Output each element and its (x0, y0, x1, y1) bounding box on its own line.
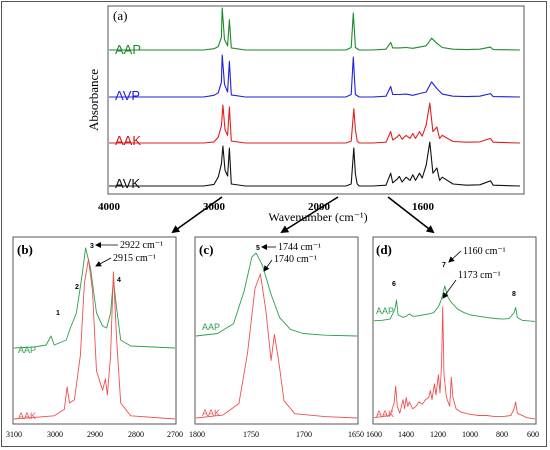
panel-b-series-group (13, 247, 176, 420)
tick-b-3000: 3000 (47, 430, 63, 439)
tick-a-4000: 4000 (98, 201, 121, 213)
tick-c-1800: 1800 (189, 430, 205, 439)
panel-c-spectrum-aak (195, 273, 358, 419)
peak-marker-4: 4 (117, 277, 121, 284)
panel-d-arrow-2 (442, 279, 457, 299)
panel-d-label: (d) (376, 242, 392, 257)
panel-b-label: (b) (17, 242, 33, 257)
panel-d-ticks: 1600 1400 1200 1000 800 600 (366, 430, 539, 439)
panel-c-spectrum-aap (195, 252, 358, 337)
panel-d-arrow-1 (448, 250, 462, 263)
y-axis-label: Absorbance (86, 69, 101, 131)
tick-a-3000: 3000 (203, 201, 226, 213)
panel-b-arrow-2 (95, 257, 112, 267)
peak-marker-3: 3 (90, 243, 94, 250)
tick-a-2000: 2000 (308, 201, 331, 213)
legend-aak: AAK (115, 133, 141, 148)
panel-d-spectrum-aak (373, 306, 536, 420)
panel-d-annotation-1173: 1173 cm⁻¹ (458, 270, 501, 281)
tick-d-800: 800 (496, 430, 508, 439)
zoom-arrows (171, 196, 435, 234)
panel-a-label: (a) (113, 8, 127, 23)
panel-d-aak-label: AAK (376, 409, 394, 419)
panel-c-aap-label: AAP (202, 322, 220, 332)
panel-c-arrow-2 (263, 259, 273, 272)
tick-c-1750: 1750 (243, 430, 259, 439)
peak-marker-6: 6 (392, 281, 396, 288)
peak-marker-5: 5 (256, 245, 260, 252)
panel-b-annotation-2915: 2915 cm⁻¹ (113, 253, 156, 264)
arrow-to-panel-b (171, 196, 223, 234)
panel-d: (d) AAP AAK 6 7 8 1160 cm⁻¹ 1173 cm⁻¹ 16… (366, 236, 539, 439)
tick-c-1650: 1650 (348, 430, 364, 439)
panel-b-frame (12, 236, 177, 425)
panel-c-frame (194, 236, 359, 425)
peak-marker-1: 1 (56, 310, 60, 317)
arrow-to-panel-c (280, 196, 339, 234)
legend-avk: AVK (115, 176, 140, 191)
panel-d-frame (372, 236, 537, 425)
legend-aap: AAP (115, 42, 141, 57)
tick-b-2800: 2800 (128, 430, 144, 439)
spectrum-avk (109, 141, 521, 187)
panel-c-label: (c) (199, 242, 213, 257)
panel-c-aak-label: AAK (202, 408, 220, 418)
tick-a-1600: 1600 (412, 201, 435, 213)
panel-d-aap-label: AAP (376, 306, 394, 316)
panel-c: (c) AAP AAK 5 1744 cm⁻¹ 1740 cm⁻¹ 1800 1… (189, 236, 364, 439)
panel-b-annotation-2922: 2922 cm⁻¹ (120, 240, 163, 251)
panel-c-ticks: 1800 1750 1700 1650 (189, 430, 364, 439)
panel-d-series-group (373, 285, 536, 420)
tick-b-3100: 3100 (6, 430, 22, 439)
tick-b-2700: 2700 (167, 430, 183, 439)
tick-d-600: 600 (527, 430, 539, 439)
panel-a: (a) AAP AVP AAK AVK Absorbance 4000 3000… (86, 5, 525, 224)
arrow-to-panel-d (387, 196, 435, 234)
panel-b-aap-label: AAP (18, 345, 36, 355)
tick-b-2900: 2900 (87, 430, 103, 439)
panel-b-ticks: 3100 3000 2900 2800 2700 (6, 430, 183, 439)
spectrum-aak (109, 102, 521, 144)
panel-c-annotation-1744: 1744 cm⁻¹ (278, 242, 321, 253)
tick-c-1700: 1700 (296, 430, 312, 439)
tick-d-1200: 1200 (430, 430, 446, 439)
panel-b-aak-label: AAK (18, 411, 36, 421)
spectrum-aap (109, 7, 521, 51)
panel-c-annotation-1740: 1740 cm⁻¹ (274, 254, 317, 265)
panel-a-series-group (109, 7, 521, 187)
peak-marker-7: 7 (442, 262, 446, 269)
panel-c-series-group (195, 252, 358, 419)
panel-d-annotation-1160: 1160 cm⁻¹ (463, 246, 506, 257)
peak-marker-8: 8 (512, 291, 516, 298)
tick-d-1400: 1400 (398, 430, 414, 439)
legend-avp: AVP (115, 88, 140, 103)
panel-b-spectrum-aap (13, 247, 176, 349)
tick-d-1000: 1000 (462, 430, 478, 439)
panel-a-ticks: 4000 3000 2000 1600 (98, 201, 435, 213)
panel-b-spectrum-aak (13, 258, 176, 420)
panel-b: (b) AAP AAK 1 2 3 4 2922 cm⁻¹ 2915 cm⁻¹ … (6, 236, 183, 439)
peak-marker-2: 2 (75, 284, 79, 291)
x-axis-label: Wavenumber (cm⁻¹) (268, 210, 367, 224)
panel-a-frame (107, 5, 525, 195)
tick-d-1600: 1600 (366, 430, 382, 439)
spectrum-avp (109, 54, 521, 98)
panel-d-spectrum-aap (373, 285, 536, 322)
